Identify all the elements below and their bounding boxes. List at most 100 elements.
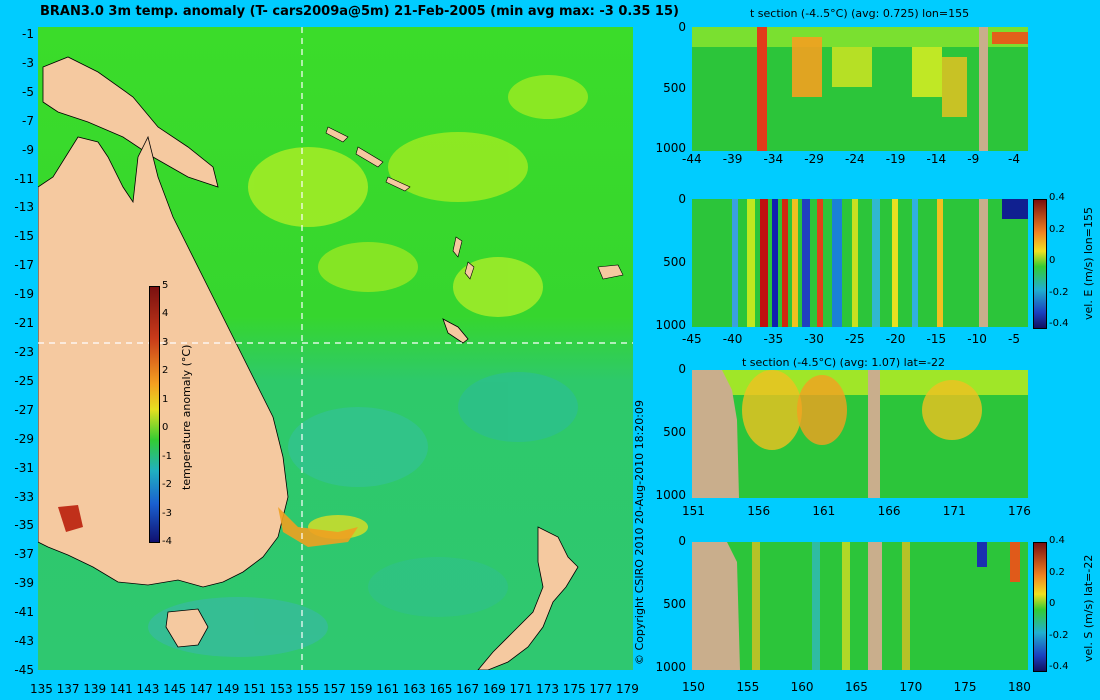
panel3-y-axis: 0 500 1000 (650, 362, 690, 502)
fiji-islands (597, 264, 624, 280)
tick-label: -37 (14, 547, 34, 562)
tick-label: -1 (162, 450, 172, 462)
tick-label: -35 (763, 332, 784, 346)
tick-label: 0 (678, 362, 686, 376)
new-zealand-land (477, 526, 579, 670)
panel4-colorbar-label: vel. S (m/s) lat=-22 (1082, 554, 1095, 662)
tick-label: 137 (56, 682, 80, 696)
tick-label: 0.4 (1049, 535, 1065, 546)
tick-label: 157 (323, 682, 346, 696)
tick-label: 155 (296, 682, 320, 696)
tick-label: 173 (536, 682, 559, 696)
tick-label: 0.2 (1049, 566, 1065, 578)
tick-label: 135 (30, 682, 53, 696)
tick-label: 139 (83, 682, 107, 696)
tick-label: -10 (967, 332, 987, 346)
tick-label: 1000 (655, 660, 686, 674)
tick-label: 179 (616, 682, 639, 696)
tick-label: 149 (216, 682, 240, 696)
tick-label: 180 (1008, 680, 1031, 694)
tick-label: -1 (22, 27, 34, 41)
tick-label: -43 (14, 634, 34, 649)
tick-label: -41 (14, 605, 34, 620)
tick-label: 165 (845, 680, 868, 694)
tick-label: -14 (926, 152, 947, 166)
tick-label: 161 (376, 682, 400, 696)
tick-label: 0 (162, 422, 169, 434)
tick-label: -25 (14, 373, 34, 388)
tick-label: 175 (562, 682, 586, 696)
panel4-x-axis: 150 155 160 165 170 175 180 (682, 680, 1032, 694)
copyright-text: © Copyright CSIRO 2010 20-Aug-2010 18:20… (633, 399, 646, 665)
tick-label: -25 (845, 332, 865, 346)
tick-label: 153 (269, 682, 293, 696)
tick-label: 2 (162, 365, 169, 377)
tick-label: -0.4 (1049, 661, 1069, 672)
panel2-velocity-east[interactable] (692, 199, 1028, 327)
tick-label: 170 (899, 680, 923, 694)
tick-label: 500 (663, 255, 686, 269)
tick-label: -23 (14, 345, 34, 359)
tick-label: -39 (14, 576, 34, 591)
tick-label: 151 (682, 504, 705, 518)
tick-label: -39 (722, 152, 743, 166)
tick-label: -17 (14, 258, 34, 273)
tick-label: -29 (14, 431, 34, 446)
panel1-x-axis: -44 -39 -34 -29 -24 -19 -14 -9 -4 (682, 152, 1032, 166)
tick-label: 177 (589, 682, 613, 696)
panel1-title: t section (-4..5°C) (avg: 0.725) lon=155 (750, 7, 970, 20)
panel2-x-axis: -45 -40 -35 -30 -25 -20 -15 -10 -5 (682, 332, 1032, 346)
tick-label: 171 (942, 504, 966, 518)
temperature-anomaly-map[interactable] (38, 27, 633, 670)
panel2-colorbar-label: vel. E (m/s) lon=155 (1082, 207, 1095, 320)
panel3-title: t section (-4.5°C) (avg: 1.07) lat=-22 (742, 356, 945, 369)
tick-label: -2 (162, 479, 172, 491)
panel4-colorbar (1033, 542, 1047, 672)
solomon-islands (325, 126, 411, 192)
tick-label: 1 (162, 393, 169, 405)
tick-label: -45 (682, 332, 702, 346)
panel3-x-axis: 151 156 161 166 171 176 (682, 504, 1032, 518)
map-colorbar-label: temperature anomaly (°C) (180, 344, 193, 490)
tick-label: 0.4 (1049, 192, 1065, 203)
tick-label: -29 (804, 152, 824, 166)
panel1-t-section-lon[interactable] (692, 27, 1028, 151)
tick-label: 176 (1008, 504, 1031, 518)
tick-label: -4 (1008, 152, 1020, 166)
new-caledonia-land (442, 318, 469, 344)
tick-label: 167 (456, 682, 480, 696)
panel4-y-axis: 0 500 1000 (650, 534, 690, 674)
tick-label: -44 (682, 152, 702, 166)
tick-label: -20 (885, 332, 906, 346)
tick-label: -0.4 (1049, 318, 1069, 329)
tick-label: 161 (812, 504, 836, 518)
tasmania-land (165, 608, 209, 648)
tick-label: -11 (14, 171, 34, 186)
new-guinea-land (42, 56, 219, 188)
tick-label: -45 (14, 663, 34, 677)
tick-label: 160 (790, 680, 814, 694)
tick-label: -21 (14, 316, 34, 331)
panel3-t-section-lat[interactable] (692, 370, 1028, 498)
tick-label: -9 (967, 152, 980, 166)
panel4-velocity-south[interactable] (692, 542, 1028, 670)
tick-label: -13 (14, 200, 34, 215)
tick-label: -31 (14, 460, 34, 475)
tick-label: 500 (663, 425, 686, 439)
tick-label: 150 (682, 680, 705, 694)
tick-label: 169 (482, 682, 506, 696)
tick-label: -5 (22, 84, 34, 99)
tick-label: -34 (763, 152, 784, 166)
tick-label: -15 (926, 332, 947, 346)
tick-label: 141 (109, 682, 133, 696)
tick-label: -5 (1008, 332, 1020, 346)
tick-label: 0 (678, 20, 686, 34)
map-title: BRAN3.0 3m temp. anomaly (T- cars2009a@5… (40, 4, 679, 19)
tick-label: -30 (804, 332, 824, 346)
tick-label: -19 (14, 287, 34, 302)
tick-label: 145 (163, 682, 187, 696)
tick-label: 0 (1049, 598, 1056, 609)
tick-label: 500 (663, 597, 686, 611)
panel2-colorbar-ticks: 0.4 0.2 0 -0.2 -0.4 (1049, 192, 1079, 332)
tick-label: 3 (162, 336, 169, 348)
